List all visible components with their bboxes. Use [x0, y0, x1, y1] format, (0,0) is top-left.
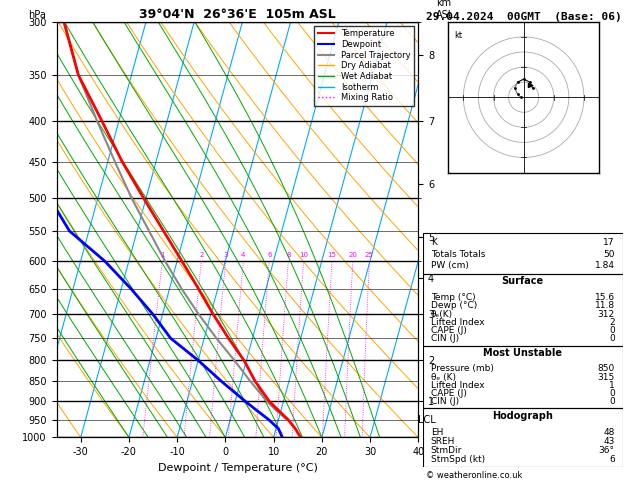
Text: 15.6: 15.6: [594, 293, 615, 302]
Text: 3: 3: [223, 252, 228, 258]
Bar: [423, 408, 623, 467]
Text: Totals Totals: Totals Totals: [431, 250, 485, 259]
Text: 25: 25: [365, 252, 374, 258]
Text: 6: 6: [609, 455, 615, 464]
Text: 17: 17: [603, 238, 615, 247]
Text: Lifted Index: Lifted Index: [431, 381, 484, 390]
Text: 2: 2: [199, 252, 204, 258]
Text: θₑ(K): θₑ(K): [431, 310, 453, 319]
Text: PW (cm): PW (cm): [431, 261, 469, 270]
Text: 20: 20: [348, 252, 357, 258]
Bar: [423, 346, 623, 408]
Text: Most Unstable: Most Unstable: [483, 348, 562, 358]
Text: 10: 10: [299, 252, 308, 258]
Text: CAPE (J): CAPE (J): [431, 326, 467, 335]
Text: 6: 6: [267, 252, 272, 258]
Text: 50: 50: [603, 250, 615, 259]
Text: kt: kt: [454, 31, 462, 40]
Bar: [423, 233, 623, 274]
Text: StmSpd (kt): StmSpd (kt): [431, 455, 485, 464]
Text: 8: 8: [286, 252, 291, 258]
Title: 39°04'N  26°36'E  105m ASL: 39°04'N 26°36'E 105m ASL: [139, 8, 336, 21]
Text: 315: 315: [598, 373, 615, 382]
Text: SREH: SREH: [431, 437, 455, 446]
Text: CIN (J): CIN (J): [431, 334, 459, 344]
Text: 1: 1: [160, 252, 165, 258]
Text: km
ASL: km ASL: [437, 0, 455, 20]
Text: StmDir: StmDir: [431, 446, 462, 455]
Text: Hodograph: Hodograph: [493, 411, 553, 420]
Text: 0: 0: [609, 326, 615, 335]
Text: 0: 0: [609, 397, 615, 406]
Text: Surface: Surface: [502, 277, 543, 286]
Text: 29.04.2024  00GMT  (Base: 06): 29.04.2024 00GMT (Base: 06): [426, 12, 621, 22]
Text: 15: 15: [328, 252, 337, 258]
Text: 1: 1: [609, 381, 615, 390]
Bar: [423, 274, 623, 346]
Text: 1.84: 1.84: [594, 261, 615, 270]
Text: 0: 0: [609, 389, 615, 398]
Text: CAPE (J): CAPE (J): [431, 389, 467, 398]
Text: 43: 43: [603, 437, 615, 446]
Text: Pressure (mb): Pressure (mb): [431, 364, 494, 373]
Text: Dewp (°C): Dewp (°C): [431, 301, 477, 311]
Text: θₑ (K): θₑ (K): [431, 373, 455, 382]
Text: EH: EH: [431, 428, 443, 437]
Text: 48: 48: [603, 428, 615, 437]
Text: LCL: LCL: [418, 415, 436, 425]
Text: 2: 2: [609, 318, 615, 327]
X-axis label: Dewpoint / Temperature (°C): Dewpoint / Temperature (°C): [157, 463, 318, 473]
Text: 11.8: 11.8: [594, 301, 615, 311]
Text: 312: 312: [598, 310, 615, 319]
Text: 36°: 36°: [599, 446, 615, 455]
Text: 850: 850: [598, 364, 615, 373]
Text: 4: 4: [241, 252, 245, 258]
Text: K: K: [431, 238, 437, 247]
Legend: Temperature, Dewpoint, Parcel Trajectory, Dry Adiabat, Wet Adiabat, Isotherm, Mi: Temperature, Dewpoint, Parcel Trajectory…: [314, 26, 414, 105]
Text: 0: 0: [609, 334, 615, 344]
Text: CIN (J): CIN (J): [431, 397, 459, 406]
Text: © weatheronline.co.uk: © weatheronline.co.uk: [426, 471, 522, 480]
Text: Temp (°C): Temp (°C): [431, 293, 476, 302]
Text: hPa: hPa: [28, 10, 45, 20]
Text: Lifted Index: Lifted Index: [431, 318, 484, 327]
